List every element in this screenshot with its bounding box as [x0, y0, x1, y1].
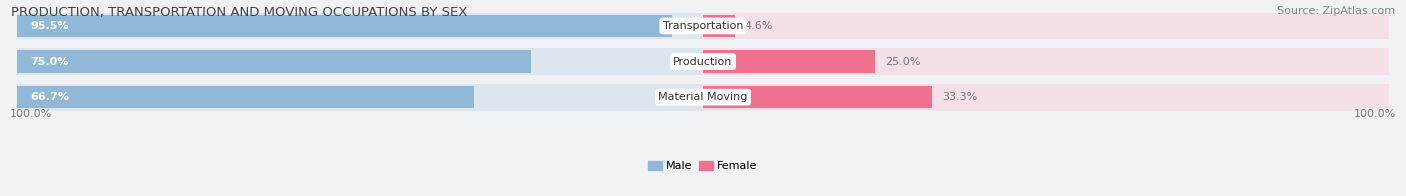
Bar	[703, 84, 1389, 111]
Text: 95.5%: 95.5%	[31, 21, 69, 31]
Bar	[17, 86, 474, 108]
Bar	[703, 13, 1389, 39]
Bar	[703, 51, 875, 73]
Bar	[703, 86, 932, 108]
Bar	[17, 48, 703, 75]
Bar	[17, 51, 531, 73]
Text: Transportation: Transportation	[662, 21, 744, 31]
Text: 4.6%: 4.6%	[745, 21, 773, 31]
Text: 66.7%: 66.7%	[31, 92, 69, 102]
Bar	[17, 15, 672, 37]
Text: Source: ZipAtlas.com: Source: ZipAtlas.com	[1277, 6, 1395, 16]
Text: 100.0%: 100.0%	[10, 109, 52, 119]
Text: 75.0%: 75.0%	[31, 56, 69, 66]
Bar	[17, 84, 703, 111]
Text: PRODUCTION, TRANSPORTATION AND MOVING OCCUPATIONS BY SEX: PRODUCTION, TRANSPORTATION AND MOVING OC…	[11, 6, 468, 19]
Bar	[703, 15, 734, 37]
Text: 33.3%: 33.3%	[942, 92, 977, 102]
Bar	[17, 13, 703, 39]
Text: Material Moving: Material Moving	[658, 92, 748, 102]
Bar	[703, 48, 1389, 75]
Text: Production: Production	[673, 56, 733, 66]
Text: 100.0%: 100.0%	[1354, 109, 1396, 119]
Legend: Male, Female: Male, Female	[644, 157, 762, 176]
Text: 25.0%: 25.0%	[884, 56, 921, 66]
